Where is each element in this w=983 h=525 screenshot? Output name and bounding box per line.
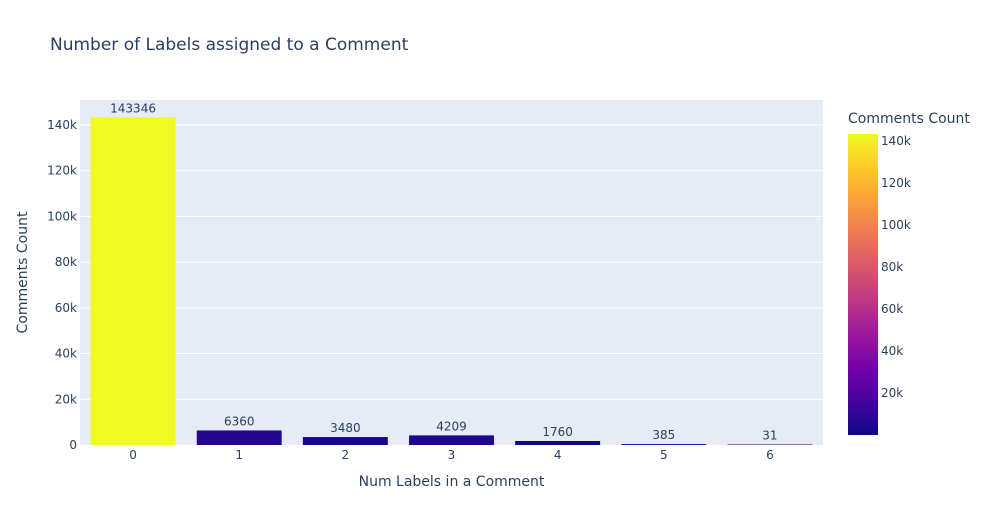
bar-data-labels: 143346 6360 3480 4209 1760 385 31 — [110, 101, 777, 442]
y-tick-label: 20k — [55, 392, 77, 406]
bar-4 — [515, 440, 601, 445]
x-tick-label: 1 — [235, 448, 243, 462]
bar-value-label: 3480 — [330, 421, 361, 435]
x-tick-label: 3 — [448, 448, 456, 462]
y-tick-label: 0 — [69, 438, 77, 452]
bar-3 — [409, 435, 494, 445]
bar-value-label: 1760 — [542, 425, 573, 439]
chart-title: Number of Labels assigned to a Comment — [50, 35, 409, 55]
bar-value-label: 6360 — [224, 414, 255, 428]
bar-value-label: 385 — [652, 428, 675, 442]
x-tick-label: 5 — [660, 448, 668, 462]
bar-2 — [302, 437, 388, 445]
x-tick-label: 0 — [129, 448, 137, 462]
colorbar-tick-label: 140k — [881, 134, 911, 148]
colorbar-tick-label: 60k — [881, 302, 903, 316]
y-tick-label: 100k — [47, 209, 77, 223]
x-tick-label: 4 — [554, 448, 562, 462]
x-axis-ticks: 0 1 2 3 4 5 6 — [129, 448, 773, 462]
colorbar-tick-label: 40k — [881, 344, 903, 358]
bar-5 — [621, 444, 707, 445]
bar-1 — [196, 430, 282, 445]
bar-0 — [90, 117, 176, 446]
colorbar-tick-label: 20k — [881, 386, 903, 400]
y-tick-label: 60k — [55, 301, 77, 315]
colorbar-tick-label: 80k — [881, 260, 903, 274]
y-tick-label: 40k — [55, 347, 77, 361]
plot-area — [80, 100, 823, 445]
bars — [90, 117, 813, 446]
colorbar-title: Comments Count — [848, 111, 970, 127]
x-tick-label: 6 — [766, 448, 774, 462]
y-tick-label: 80k — [55, 255, 77, 269]
y-tick-label: 140k — [47, 118, 77, 132]
colorbar-tick-label: 120k — [881, 176, 911, 190]
bar-value-label: 143346 — [110, 101, 156, 115]
x-axis-label: Num Labels in a Comment — [359, 474, 545, 490]
grid-lines — [80, 124, 823, 400]
y-axis-label: Comments Count — [15, 211, 31, 333]
colorbar-ticks: 20k 40k 60k 80k 100k 120k 140k — [881, 134, 911, 400]
y-tick-label: 120k — [47, 164, 77, 178]
x-tick-label: 2 — [342, 448, 350, 462]
colorbar-tick-label: 100k — [881, 218, 911, 232]
y-axis-ticks: 0 20k 40k 60k 80k 100k 120k 140k — [47, 118, 77, 452]
colorbar — [848, 134, 878, 435]
bar-value-label: 31 — [762, 429, 777, 443]
bar-value-label: 4209 — [436, 419, 467, 433]
bar-6 — [727, 444, 813, 445]
